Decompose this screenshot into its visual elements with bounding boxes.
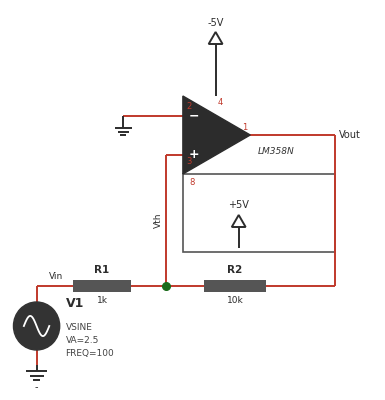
- Text: 2: 2: [186, 102, 191, 111]
- Text: 10k: 10k: [226, 296, 243, 305]
- Text: 1k: 1k: [97, 296, 107, 305]
- Text: +: +: [189, 148, 200, 161]
- Text: VSINE: VSINE: [65, 323, 92, 332]
- Text: 1: 1: [242, 123, 247, 132]
- Text: R2: R2: [227, 265, 243, 275]
- Polygon shape: [232, 215, 246, 227]
- Polygon shape: [183, 96, 250, 174]
- FancyBboxPatch shape: [73, 280, 131, 292]
- Text: +5V: +5V: [228, 200, 249, 210]
- Text: 3: 3: [186, 156, 191, 166]
- Text: Vth: Vth: [154, 212, 163, 228]
- Text: −: −: [189, 109, 200, 122]
- Text: R1: R1: [94, 265, 110, 275]
- Text: Vout: Vout: [339, 130, 361, 140]
- Text: LM358N: LM358N: [258, 146, 295, 156]
- Text: FREQ=100: FREQ=100: [65, 349, 114, 358]
- Text: 8: 8: [190, 178, 195, 187]
- Text: V1: V1: [65, 297, 84, 310]
- Text: -5V: -5V: [208, 18, 224, 28]
- Text: VA=2.5: VA=2.5: [65, 336, 99, 345]
- FancyBboxPatch shape: [183, 174, 335, 252]
- Text: -: -: [35, 382, 38, 392]
- Circle shape: [13, 302, 60, 350]
- Text: 4: 4: [218, 98, 223, 107]
- FancyBboxPatch shape: [204, 280, 266, 292]
- Polygon shape: [209, 32, 223, 44]
- Text: Vin: Vin: [49, 272, 63, 281]
